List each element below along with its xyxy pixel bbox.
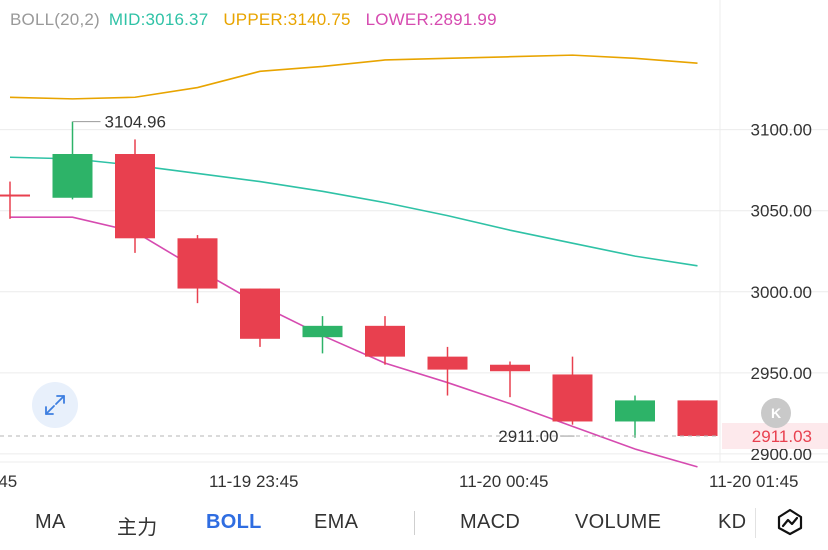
candle [52, 121, 93, 200]
drawing-tool-icon [777, 508, 803, 536]
candle [427, 346, 468, 396]
candle [615, 395, 655, 438]
y-tick-label: 2900.00 [751, 445, 812, 464]
y-tick-label: 3100.00 [751, 121, 812, 140]
candle [0, 181, 30, 219]
y-tick-label: 2950.00 [751, 364, 812, 383]
legend-upper: UPPER:3140.75 [223, 10, 351, 29]
legend-mid: MID:3016.37 [108, 10, 209, 29]
tab-ma[interactable]: MA [35, 511, 66, 533]
candle-body [490, 364, 530, 372]
k-line-button[interactable]: K [761, 398, 791, 428]
tab-main[interactable]: 主力 [117, 517, 158, 539]
last-price-label: 2911.03 [752, 427, 812, 446]
candlestick-chart[interactable]: 3100.00 3050.00 3000.00 2950.00 2900.00 11-19… [0, 0, 828, 500]
candle [177, 235, 218, 304]
low-price-label: 2911.00 [498, 427, 558, 446]
candle [677, 400, 718, 437]
candle [365, 316, 405, 365]
tab-volume[interactable]: VOLUME [575, 511, 662, 533]
tab-divider [755, 508, 756, 538]
candle-body [302, 325, 343, 338]
tab-kd[interactable]: KD [718, 511, 747, 533]
x-tick-label: 11-19 23:45 [209, 472, 298, 491]
tab-ema[interactable]: EMA [314, 511, 359, 533]
legend-lower: LOWER:2891.99 [365, 10, 497, 29]
candle [302, 316, 343, 354]
candle-body [240, 288, 280, 339]
x-tick-label: 11-19 22:45 [0, 472, 17, 491]
expand-button[interactable] [32, 382, 78, 428]
tab-boll[interactable]: BOLL [206, 511, 262, 533]
x-tick-label: 11-20 01:45 [709, 472, 798, 491]
y-tick-label: 3000.00 [751, 283, 812, 302]
high-price-label: 3104.96 [105, 113, 166, 132]
candle-body [427, 356, 468, 370]
candle-body [52, 154, 93, 198]
candle-body [552, 374, 593, 422]
candle [240, 288, 280, 347]
k-line-icon: K [770, 405, 782, 421]
drawing-tool-button[interactable] [776, 508, 804, 536]
candle [552, 356, 593, 425]
mid-band-line [9, 156, 698, 267]
lower-band-line [10, 216, 698, 468]
candle-body [365, 325, 405, 357]
tab-divider [414, 511, 415, 535]
indicator-tabs: MA 主力 BOLL EMA MACD VOLUME KD [0, 500, 828, 550]
candle-body [0, 194, 30, 197]
candle-body [177, 238, 218, 289]
upper-band-line [9, 54, 698, 100]
candle [490, 361, 530, 398]
boll-legend: BOLL(20,2) MID:3016.37 UPPER:3140.75 LOW… [10, 10, 497, 30]
tab-macd[interactable]: MACD [460, 511, 521, 533]
candle [115, 139, 155, 253]
candle-body [615, 400, 655, 422]
expand-arrows-icon [45, 395, 65, 415]
candle-body [115, 154, 155, 239]
y-tick-label: 3050.00 [751, 202, 812, 221]
legend-title: BOLL(20,2) [10, 10, 100, 29]
x-tick-label: 11-20 00:45 [459, 472, 548, 491]
candle-body [677, 400, 718, 437]
